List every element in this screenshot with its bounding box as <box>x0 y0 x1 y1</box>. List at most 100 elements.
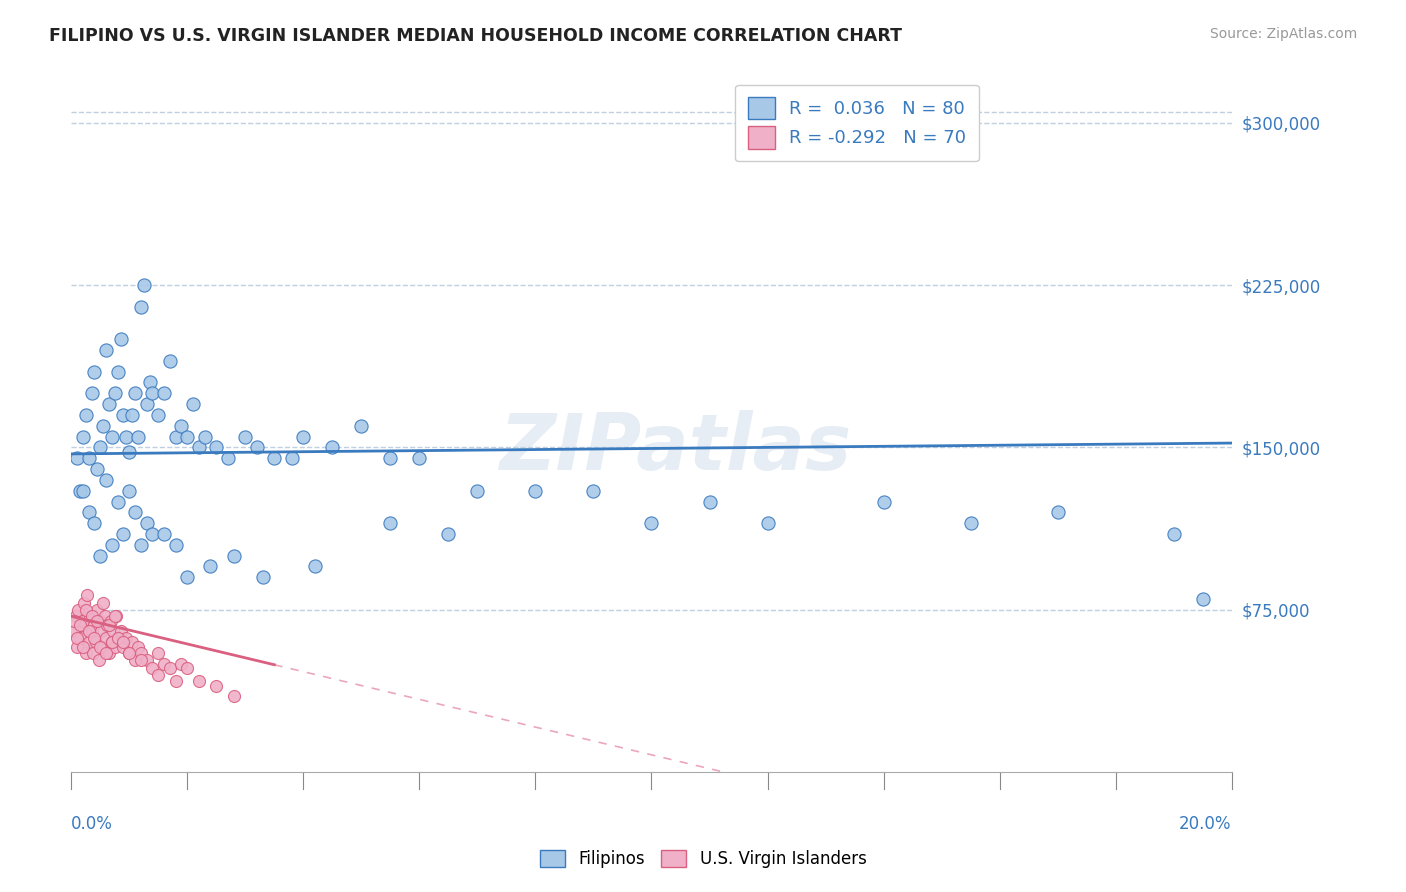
Point <box>1046 505 1069 519</box>
Point <box>77 505 100 519</box>
Point <box>756 516 779 531</box>
Point <box>77 635 100 649</box>
Point <box>121 635 143 649</box>
Point <box>148 646 170 660</box>
Point <box>205 679 228 693</box>
Point <box>72 614 94 628</box>
Point <box>640 516 662 531</box>
Point <box>129 538 152 552</box>
Point <box>524 483 547 498</box>
Point <box>91 596 114 610</box>
Point <box>89 441 111 455</box>
Point <box>66 631 89 645</box>
Point <box>170 418 193 433</box>
Point <box>1163 527 1185 541</box>
Point <box>148 408 170 422</box>
Point <box>124 652 146 666</box>
Point <box>115 631 138 645</box>
Point <box>89 614 111 628</box>
Point <box>118 646 141 660</box>
Point <box>79 609 101 624</box>
Point <box>127 640 149 654</box>
Point <box>101 635 124 649</box>
Point <box>83 516 105 531</box>
Point <box>408 451 430 466</box>
Point <box>107 631 129 645</box>
Point <box>63 624 86 639</box>
Point <box>467 483 489 498</box>
Point <box>127 429 149 443</box>
Point <box>94 473 117 487</box>
Point <box>86 603 108 617</box>
Point <box>112 408 135 422</box>
Point <box>104 609 127 624</box>
Point <box>75 646 97 660</box>
Point <box>94 343 117 357</box>
Point <box>252 570 274 584</box>
Point <box>83 618 105 632</box>
Point <box>91 418 114 433</box>
Point <box>66 640 89 654</box>
Point <box>194 429 217 443</box>
Legend: R =  0.036   N = 80, R = -0.292   N = 70: R = 0.036 N = 80, R = -0.292 N = 70 <box>735 85 979 161</box>
Point <box>159 661 181 675</box>
Point <box>118 646 141 660</box>
Point <box>118 444 141 458</box>
Point <box>67 603 90 617</box>
Point <box>176 570 198 584</box>
Point <box>94 631 117 645</box>
Point <box>107 494 129 508</box>
Text: 20.0%: 20.0% <box>1180 815 1232 833</box>
Point <box>115 429 138 443</box>
Point <box>66 451 89 466</box>
Point <box>80 609 103 624</box>
Point <box>380 451 402 466</box>
Point <box>112 635 135 649</box>
Point <box>72 483 94 498</box>
Point <box>84 635 107 649</box>
Point <box>82 646 104 660</box>
Point <box>104 386 127 401</box>
Text: Source: ZipAtlas.com: Source: ZipAtlas.com <box>1209 27 1357 41</box>
Point <box>135 652 157 666</box>
Point <box>69 618 91 632</box>
Point <box>165 429 187 443</box>
Point <box>77 624 100 639</box>
Point <box>75 603 97 617</box>
Point <box>582 483 605 498</box>
Point <box>83 631 105 645</box>
Point <box>153 657 176 671</box>
Point <box>70 618 93 632</box>
Point <box>141 527 163 541</box>
Point <box>112 527 135 541</box>
Point <box>83 365 105 379</box>
Point <box>87 652 110 666</box>
Point <box>104 640 127 654</box>
Point <box>280 451 302 466</box>
Point <box>86 462 108 476</box>
Point <box>129 300 152 314</box>
Point <box>141 661 163 675</box>
Point <box>86 614 108 628</box>
Point <box>153 527 176 541</box>
Point <box>72 429 94 443</box>
Point <box>72 640 94 654</box>
Point <box>176 661 198 675</box>
Point <box>73 596 96 610</box>
Point <box>304 559 326 574</box>
Point <box>129 652 152 666</box>
Point <box>205 441 228 455</box>
Point <box>101 635 124 649</box>
Text: 0.0%: 0.0% <box>72 815 112 833</box>
Point <box>170 657 193 671</box>
Point <box>292 429 315 443</box>
Point <box>96 618 118 632</box>
Point <box>80 624 103 639</box>
Point <box>107 631 129 645</box>
Point <box>159 353 181 368</box>
Point <box>138 376 160 390</box>
Point <box>75 408 97 422</box>
Point <box>165 538 187 552</box>
Point <box>124 386 146 401</box>
Point <box>148 667 170 681</box>
